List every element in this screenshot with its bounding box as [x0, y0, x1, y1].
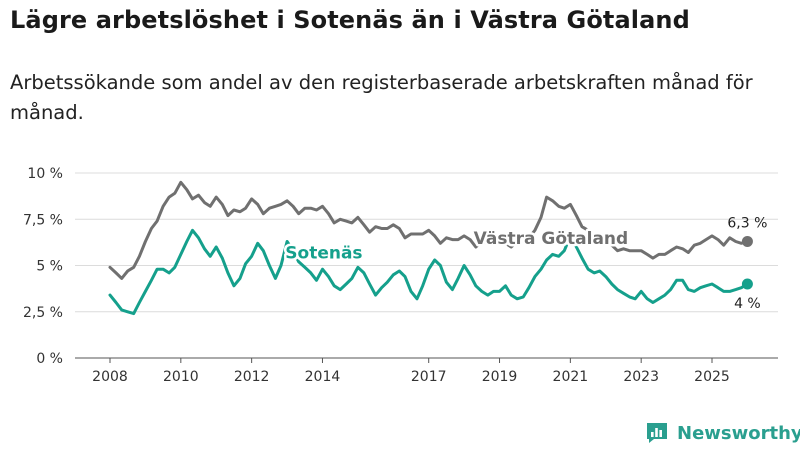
- newsworthy-logo-icon: [647, 423, 667, 443]
- x-tick-label: 2023: [623, 369, 659, 385]
- x-tick-label: 2014: [305, 369, 341, 385]
- line-chart: 0 % 2,5 % 5 % 7,5 % 10 % 2008 2010 2012 2014 201…: [23, 166, 778, 385]
- series-labels: 6,3 % 4 % Västra Götaland Sotenäs: [283, 215, 768, 312]
- series-name-label-1: Sotenäs: [285, 244, 362, 264]
- y-axis: 0 % 2,5 % 5 % 7,5 % 10 %: [23, 166, 63, 367]
- y-tick-label: 5 %: [36, 259, 63, 275]
- series-end-label-0: 6,3 %: [727, 215, 767, 231]
- x-tick-label: 2012: [234, 369, 270, 385]
- x-tick-label: 2021: [553, 369, 589, 385]
- series-end-point-0: [741, 235, 753, 247]
- y-tick-label: 0 %: [36, 351, 63, 367]
- series-name-label-0: Västra Götaland: [474, 229, 629, 249]
- series-end-point-1: [741, 278, 753, 290]
- y-tick-label: 7,5 %: [23, 212, 63, 228]
- x-axis: 2008 2010 2012 2014 2017 2019 2021 2023 2025: [75, 357, 778, 385]
- brand-logo: Newsworthy: [645, 420, 800, 446]
- chart-subtitle: Arbetssökande som andel av den registerb…: [10, 71, 753, 124]
- series-lines: [108, 180, 753, 316]
- x-tick-label: 2008: [92, 369, 128, 385]
- y-tick-label: 2,5 %: [23, 305, 63, 321]
- x-tick-label: 2019: [482, 369, 518, 385]
- x-tick-label: 2010: [163, 369, 199, 385]
- y-tick-label: 10 %: [27, 166, 63, 182]
- brand-name: Newsworthy: [677, 422, 800, 444]
- series-end-label-1: 4 %: [734, 296, 761, 312]
- chart-title: Lägre arbetslöshet i Sotenäs än i Västra…: [10, 6, 690, 34]
- grid-lines: [75, 172, 778, 313]
- series-line-1: [108, 228, 749, 316]
- series-line-0: [108, 180, 749, 280]
- x-tick-label: 2017: [411, 369, 447, 385]
- x-tick-label: 2025: [694, 369, 730, 385]
